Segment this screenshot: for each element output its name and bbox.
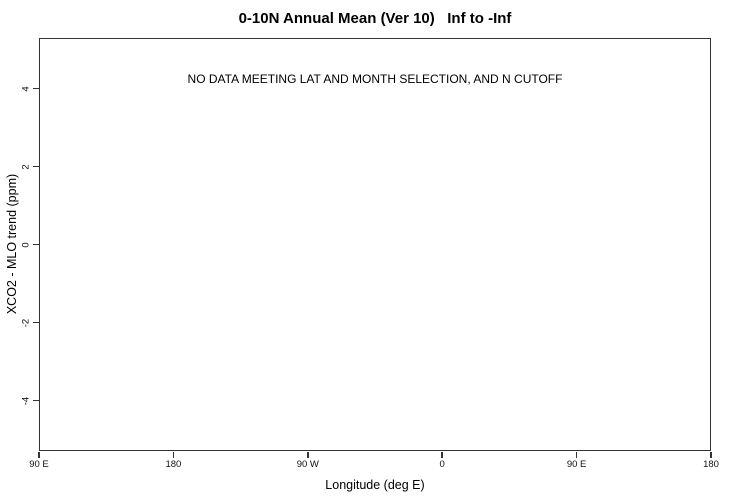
y-tick-mark [33,243,39,246]
y-tick-label: 2 [20,163,32,170]
y-tick-label: 0 [20,241,32,248]
y-tick-mark [33,399,39,402]
y-tick-label: -2 [20,318,32,327]
x-tick-mark [38,451,40,458]
x-tick-label: 90 E [566,459,587,470]
x-tick-label: 180 [703,459,719,470]
y-tick-mark [33,87,39,90]
x-tick-mark [172,451,175,458]
y-tick-label: 4 [20,85,32,92]
y-tick-mark [33,165,39,168]
chart-title: 0-10N Annual Mean (Ver 10) Inf to -Inf [238,10,512,27]
y-tick-label: -4 [20,396,32,405]
x-tick-mark [575,451,578,458]
x-tick-mark [710,451,712,458]
x-tick-label: 180 [165,459,182,470]
no-data-message: NO DATA MEETING LAT AND MONTH SELECTION,… [187,72,563,86]
x-tick-label: 0 [439,459,445,470]
x-tick-label: 90 W [296,459,319,470]
plot-area [39,38,711,451]
y-tick-mark [33,321,39,324]
x-tick-mark [307,451,309,458]
x-tick-label: 90 E [29,459,49,470]
y-axis-label: XCO2 - MLO trend (ppm) [5,173,19,315]
x-axis-label: Longitude (deg E) [325,478,425,492]
x-tick-mark [441,451,443,458]
